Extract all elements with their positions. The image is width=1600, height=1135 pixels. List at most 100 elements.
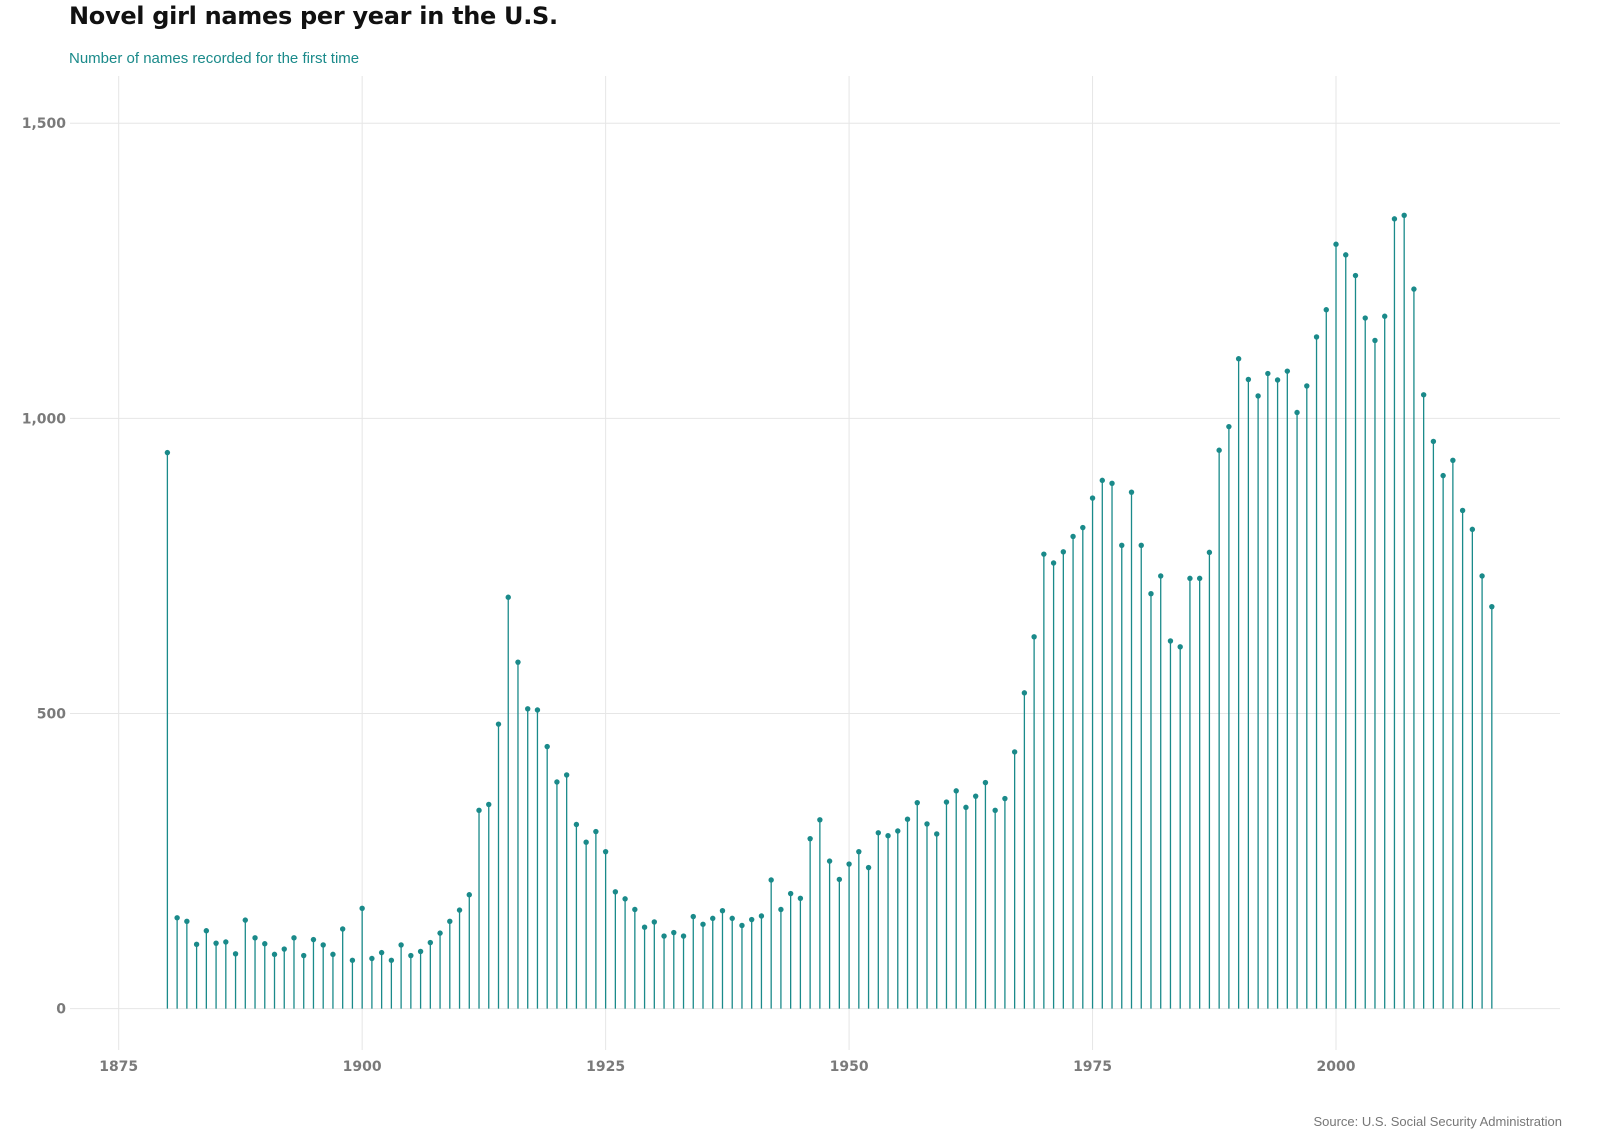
data-point xyxy=(836,876,843,883)
data-point xyxy=(710,915,716,922)
data-point xyxy=(895,828,901,834)
y-tick-label: 0 xyxy=(56,1002,66,1018)
data-point xyxy=(223,939,229,945)
data-point xyxy=(1294,409,1300,416)
data-point xyxy=(914,799,920,806)
data-point xyxy=(232,951,239,957)
data-point xyxy=(602,848,609,855)
x-tick-label: 1950 xyxy=(830,1059,869,1075)
data-point xyxy=(252,935,258,941)
data-point xyxy=(271,951,278,958)
data-point xyxy=(1109,480,1115,487)
data-point xyxy=(865,864,872,871)
data-point xyxy=(164,449,171,456)
data-point xyxy=(1187,575,1193,582)
data-point xyxy=(447,918,453,925)
data-point xyxy=(1080,524,1086,531)
data-point xyxy=(1099,477,1105,484)
data-point xyxy=(339,926,346,932)
data-point xyxy=(953,788,959,794)
data-point xyxy=(1469,526,1476,533)
data-point xyxy=(612,889,619,895)
tick-labels: 0 500 1,000 1,500 1875 1900 1925 1950 1975 2000 xyxy=(22,116,1356,1075)
data-point xyxy=(1382,313,1388,319)
stems xyxy=(166,215,1493,1009)
data-point xyxy=(758,913,765,919)
data-point xyxy=(1352,272,1359,279)
chart-title: Novel girl names per year in the U.S. xyxy=(69,2,558,30)
data-point xyxy=(982,779,989,786)
data-point xyxy=(700,921,706,927)
data-point xyxy=(748,916,755,923)
data-point xyxy=(563,772,570,778)
data-point xyxy=(1489,603,1495,610)
points xyxy=(164,212,1495,963)
data-point xyxy=(671,929,677,936)
data-point xyxy=(476,807,482,814)
data-point xyxy=(1323,307,1329,313)
data-point xyxy=(1128,489,1135,495)
data-point xyxy=(203,928,210,934)
data-point xyxy=(1391,216,1398,222)
data-point xyxy=(554,779,560,785)
data-point xyxy=(388,957,395,963)
data-point xyxy=(934,831,940,837)
data-point xyxy=(1070,533,1076,540)
data-point xyxy=(1041,551,1047,557)
data-point xyxy=(495,721,502,727)
data-point xyxy=(330,951,336,958)
data-point xyxy=(1119,542,1125,548)
data-point xyxy=(1420,392,1427,398)
data-point xyxy=(1177,644,1183,650)
data-point xyxy=(1459,507,1466,514)
x-tick-label: 1925 xyxy=(586,1059,625,1075)
data-point xyxy=(1333,241,1339,247)
data-point xyxy=(797,895,804,901)
data-point xyxy=(1050,560,1057,566)
data-point xyxy=(1245,376,1252,383)
data-point xyxy=(593,828,599,835)
data-point xyxy=(1206,549,1213,556)
x-tick-label: 1975 xyxy=(1073,1059,1112,1075)
data-point xyxy=(193,941,200,948)
data-point xyxy=(320,942,326,948)
data-point xyxy=(1343,252,1349,258)
x-tick-label: 1900 xyxy=(343,1059,382,1075)
data-point xyxy=(437,930,443,936)
data-point xyxy=(641,924,648,930)
data-point xyxy=(690,913,696,920)
data-point xyxy=(1031,634,1037,640)
data-point xyxy=(729,915,735,922)
x-tick-label: 2000 xyxy=(1317,1059,1356,1075)
data-point xyxy=(943,799,950,805)
data-point xyxy=(1440,472,1446,479)
data-point xyxy=(310,936,317,943)
data-point xyxy=(1401,212,1407,219)
data-point xyxy=(1479,573,1485,579)
data-point xyxy=(1430,438,1437,445)
data-point xyxy=(573,821,580,828)
y-tick-label: 1,000 xyxy=(22,411,67,427)
data-point xyxy=(291,935,297,941)
data-point xyxy=(1167,638,1174,644)
data-point xyxy=(349,957,356,963)
data-point xyxy=(359,905,365,912)
data-point xyxy=(505,594,511,600)
data-point xyxy=(661,933,667,939)
data-point xyxy=(1235,356,1242,362)
data-point xyxy=(408,952,414,959)
data-point xyxy=(807,835,813,842)
data-point xyxy=(1411,286,1417,292)
x-tick-label: 1875 xyxy=(99,1059,138,1075)
data-point xyxy=(281,946,287,952)
data-point xyxy=(417,948,424,955)
data-point xyxy=(1060,549,1067,555)
data-point xyxy=(1362,315,1368,321)
data-point xyxy=(1284,368,1291,374)
data-point xyxy=(924,821,930,827)
data-point xyxy=(1011,749,1018,755)
data-point xyxy=(846,861,852,867)
data-point xyxy=(739,922,745,929)
data-point xyxy=(1148,590,1154,597)
